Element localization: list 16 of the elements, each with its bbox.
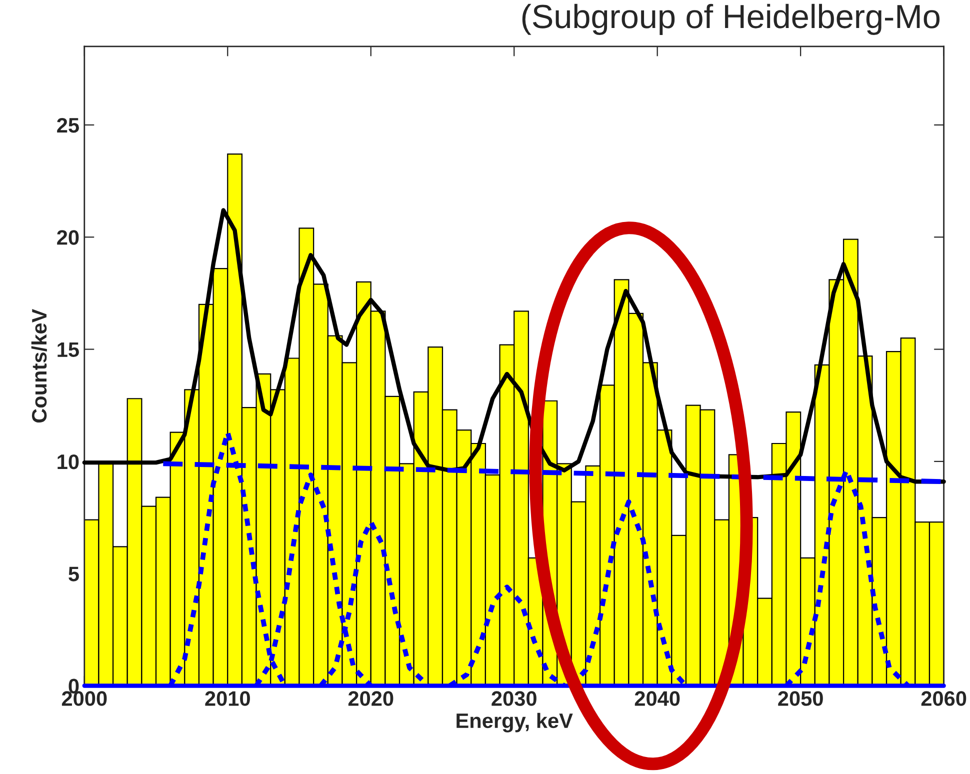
y-axis-title: Counts/keV: [31, 308, 47, 423]
x-tick-label: 2040: [634, 691, 680, 706]
x-axis-title: Energy, keV: [456, 712, 573, 732]
y-tick-label: 15: [58, 342, 79, 358]
x-tick-label: 2060: [921, 691, 966, 706]
x-tick-label: 2010: [205, 691, 250, 706]
x-tick-label: 2020: [348, 691, 394, 706]
y-tick-label: 10: [58, 454, 79, 470]
x-tick-label: 2050: [778, 691, 823, 706]
x-tick-label: 2000: [62, 691, 107, 706]
chart-title: (Subgroup of Heidelberg-Mo: [522, 4, 940, 35]
y-tick-label: 5: [68, 566, 79, 582]
y-tick-label: 20: [57, 230, 79, 245]
y-tick-label: 0: [68, 678, 79, 694]
y-tick-label: 25: [57, 118, 79, 133]
x-tick-label: 2030: [492, 691, 536, 706]
